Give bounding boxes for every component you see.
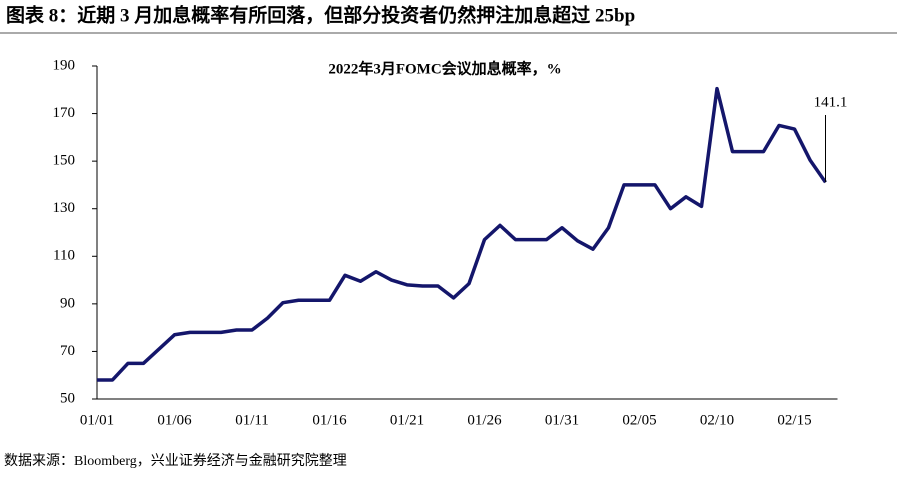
y-tick-label: 130 (53, 200, 76, 216)
x-tick-label: 01/16 (312, 412, 347, 428)
x-tick-label: 02/10 (700, 412, 734, 428)
figure-header: 图表 8：近期 3 月加息概率有所回落，但部分投资者仍然押注加息超过 25bp (6, 3, 635, 26)
x-tick-label: 02/05 (622, 412, 656, 428)
x-tick-label: 01/06 (157, 412, 192, 428)
y-tick-label: 110 (53, 248, 75, 264)
chart-title: 2022年3月FOMC会议加息概率，% (328, 59, 561, 77)
y-tick-label: 70 (60, 343, 75, 359)
end-value-label: 141.1 (814, 94, 848, 110)
x-tick-label: 01/01 (80, 412, 114, 428)
y-tick-label: 90 (60, 295, 75, 311)
source-note: 数据来源：Bloomberg，兴业证券经济与金融研究院整理 (4, 453, 347, 469)
x-tick-label: 01/21 (390, 412, 424, 428)
y-tick-label: 150 (53, 153, 76, 169)
x-tick-label: 01/26 (467, 412, 502, 428)
x-tick-label: 01/11 (235, 412, 269, 428)
y-tick-label: 190 (53, 57, 76, 73)
y-tick-label: 50 (60, 390, 75, 406)
line-series (97, 86, 827, 382)
x-tick-label: 02/15 (777, 412, 811, 428)
x-tick-label: 01/31 (545, 412, 579, 428)
y-tick-label: 170 (53, 105, 76, 121)
